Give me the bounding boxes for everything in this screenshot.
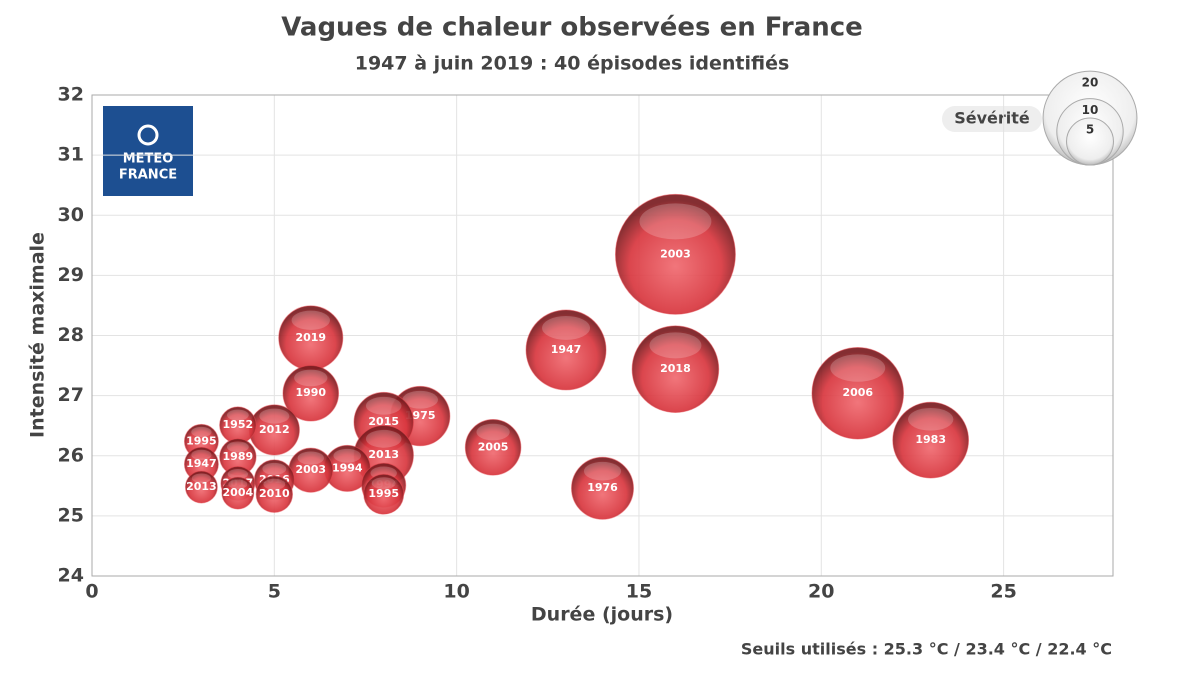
bubble-label: 2003 <box>295 463 326 476</box>
bubble-label: 2015 <box>368 415 399 428</box>
legend-title-bg <box>942 106 1042 132</box>
bubble-highlight <box>226 409 249 421</box>
y-tick-label: 31 <box>58 144 84 166</box>
bubble-label: 2004 <box>223 486 254 499</box>
x-tick-label: 0 <box>85 581 98 603</box>
bubble-label: 2012 <box>259 423 290 436</box>
legend-size-label: 10 <box>1082 103 1099 117</box>
bubble-highlight <box>830 354 886 382</box>
bubble-label: 1995 <box>186 434 217 447</box>
legend-bubble <box>1066 117 1114 166</box>
bubble <box>631 325 720 413</box>
bubble-highlight <box>191 426 212 438</box>
bubble <box>892 401 970 479</box>
bubble-label: 1947 <box>551 343 582 356</box>
bubble-highlight <box>227 469 249 480</box>
x-tick-label: 15 <box>626 581 652 603</box>
bubble-highlight <box>542 315 591 340</box>
chart-subtitle: 1947 à juin 2019 : 40 épisodes identifié… <box>355 53 790 75</box>
bubble <box>255 475 294 513</box>
note: Seuils utilisés : 25.3 °C / 23.4 °C / 22… <box>741 640 1112 659</box>
y-tick-label: 27 <box>58 384 84 406</box>
y-tick-label: 32 <box>58 84 84 106</box>
logo-icon <box>137 124 159 146</box>
bubble-label: 2005 <box>478 440 509 453</box>
y-tick-label: 25 <box>58 504 84 526</box>
bubble-highlight <box>228 479 248 490</box>
bubble-label: 2019 <box>295 331 326 344</box>
bubble-highlight <box>365 396 402 415</box>
bubble-highlight <box>402 390 438 409</box>
bubble <box>363 473 405 515</box>
x-tick-label: 5 <box>268 581 281 603</box>
bubble-highlight <box>297 451 325 465</box>
y-tick-label: 29 <box>58 264 84 286</box>
bubble-highlight <box>365 429 402 448</box>
x-tick-label: 20 <box>808 581 834 603</box>
bubble-highlight <box>259 408 290 424</box>
x-tick-label: 10 <box>443 581 469 603</box>
bubble <box>464 419 522 476</box>
logo <box>103 106 193 196</box>
bubble-highlight <box>191 449 212 460</box>
x-axis-title: Durée (jours) <box>531 604 673 626</box>
y-tick-label: 26 <box>58 444 84 466</box>
y-tick-label: 30 <box>58 204 84 226</box>
logo-text: FRANCE <box>119 168 177 183</box>
bubble <box>221 476 255 510</box>
bubble-label: 1983 <box>915 433 946 446</box>
bubble-highlight <box>649 332 702 359</box>
legend-size-label: 5 <box>1086 123 1094 137</box>
bubble-highlight <box>294 369 328 387</box>
y-tick-label: 24 <box>58 565 84 587</box>
bubble-highlight <box>907 407 954 431</box>
y-axis-title: Intensité maximale <box>27 232 49 438</box>
bubble-highlight <box>226 441 249 453</box>
bubble-highlight <box>262 462 287 475</box>
bubble-label: 2003 <box>660 247 691 260</box>
bubble-label: 2013 <box>368 448 399 461</box>
bubble-label: 2010 <box>259 487 290 500</box>
bubble-label: 1952 <box>223 418 254 431</box>
bubble-highlight <box>291 310 330 330</box>
bubble-label: 1989 <box>223 450 254 463</box>
bubble-label: 2013 <box>186 480 217 493</box>
bubble-label: 1990 <box>295 386 326 399</box>
bubble-highlight <box>476 423 510 441</box>
bubble-highlight <box>333 448 362 463</box>
bubble <box>811 346 905 440</box>
bubble-label: 1976 <box>587 481 618 494</box>
legend-size-label: 20 <box>1082 76 1099 90</box>
bubble <box>282 364 340 422</box>
bubble <box>184 470 218 504</box>
bubble-label: 1947 <box>186 457 217 470</box>
chart-title: Vagues de chaleur observées en France <box>281 13 863 43</box>
legend-title: Sévérité <box>954 109 1030 128</box>
bubble-highlight <box>371 477 396 490</box>
bubble-highlight <box>583 461 622 481</box>
bubble-label: 2006 <box>842 386 873 399</box>
bubble <box>525 309 607 391</box>
bubble-label: 2018 <box>660 362 691 375</box>
y-tick-label: 28 <box>58 324 84 346</box>
bubble <box>614 193 736 315</box>
bubble-label: 1994 <box>332 461 363 474</box>
bubble-highlight <box>263 478 286 490</box>
bubble-highlight <box>639 203 712 240</box>
logo-text: METEO <box>123 152 174 167</box>
bubble <box>571 456 634 520</box>
x-tick-label: 25 <box>990 581 1016 603</box>
plot-frame <box>91 94 1114 577</box>
bubble-highlight <box>191 473 211 484</box>
bubble-label: 1995 <box>368 487 399 500</box>
